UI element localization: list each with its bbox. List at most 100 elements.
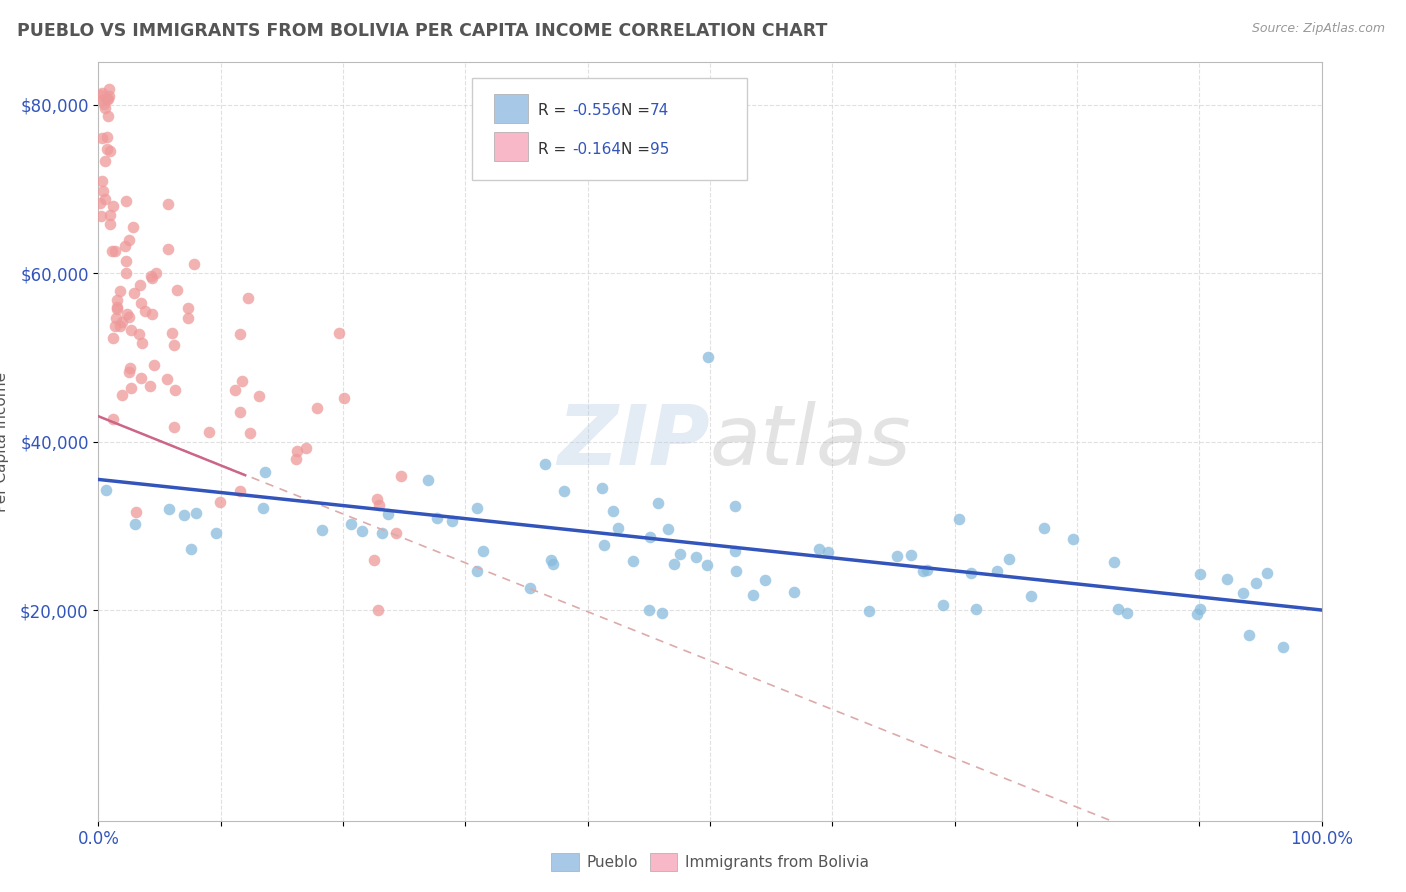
Point — [98, 144, 121, 158]
Point — [602, 504, 624, 518]
Point — [1102, 555, 1125, 569]
Point — [426, 511, 449, 525]
Point — [224, 383, 246, 397]
Text: 74: 74 — [650, 103, 669, 118]
Point — [89, 87, 111, 102]
Point — [307, 401, 329, 415]
Point — [651, 606, 673, 620]
Text: -0.164: -0.164 — [572, 142, 621, 157]
Point — [115, 307, 138, 321]
FancyBboxPatch shape — [471, 78, 747, 180]
Point — [131, 371, 153, 385]
Point — [807, 541, 830, 556]
Point — [98, 217, 121, 231]
Point — [101, 412, 124, 426]
Point — [540, 553, 562, 567]
Point — [110, 319, 132, 334]
Point — [128, 327, 150, 342]
Point — [366, 491, 388, 506]
Point — [105, 293, 128, 307]
Point — [1244, 575, 1267, 590]
Point — [90, 131, 112, 145]
Point — [858, 604, 880, 618]
Point — [553, 484, 575, 499]
Point — [1215, 573, 1237, 587]
Point — [173, 508, 195, 523]
Point — [817, 545, 839, 559]
Text: atlas: atlas — [710, 401, 911, 482]
Point — [253, 465, 276, 479]
Point — [142, 358, 165, 372]
Point — [1232, 586, 1254, 600]
Point — [90, 209, 112, 223]
Point — [165, 383, 187, 397]
Text: Source: ZipAtlas.com: Source: ZipAtlas.com — [1251, 22, 1385, 36]
Point — [668, 548, 690, 562]
Point — [340, 516, 363, 531]
Point — [593, 538, 616, 552]
Point — [685, 549, 707, 564]
Point — [228, 326, 250, 341]
Point — [1033, 521, 1056, 535]
Point — [621, 554, 644, 568]
Text: N =: N = — [620, 103, 655, 118]
Point — [89, 196, 111, 211]
Point — [94, 101, 117, 115]
Point — [657, 522, 679, 536]
Point — [1271, 640, 1294, 654]
Point — [90, 174, 112, 188]
Point — [696, 558, 718, 572]
Point — [1062, 533, 1084, 547]
Point — [129, 277, 152, 292]
Point — [97, 109, 120, 123]
Point — [97, 82, 120, 96]
Point — [145, 266, 167, 280]
Text: N =: N = — [620, 142, 655, 157]
Point — [367, 498, 389, 512]
Point — [377, 507, 399, 521]
Point — [97, 88, 120, 103]
Point — [141, 308, 163, 322]
Point — [115, 266, 138, 280]
Point — [239, 426, 262, 441]
Point — [236, 291, 259, 305]
Point — [986, 564, 1008, 578]
Point — [104, 244, 127, 258]
Point — [163, 419, 186, 434]
Point — [1256, 566, 1278, 580]
Point — [900, 548, 922, 562]
Point — [121, 219, 143, 234]
Point — [754, 573, 776, 587]
Text: R =: R = — [537, 142, 571, 157]
Point — [591, 481, 613, 495]
Point — [965, 602, 987, 616]
FancyBboxPatch shape — [494, 95, 527, 123]
Point — [120, 323, 142, 337]
Point — [108, 285, 131, 299]
Point — [783, 585, 806, 599]
Point — [111, 388, 134, 402]
Legend: Pueblo, Immigrants from Bolivia: Pueblo, Immigrants from Bolivia — [546, 847, 875, 878]
Point — [371, 525, 394, 540]
Text: PUEBLO VS IMMIGRANTS FROM BOLIVIA PER CAPITA INCOME CORRELATION CHART: PUEBLO VS IMMIGRANTS FROM BOLIVIA PER CA… — [17, 22, 827, 40]
Point — [697, 351, 720, 365]
Point — [363, 553, 385, 567]
Point — [723, 544, 745, 558]
Point — [118, 310, 141, 325]
Point — [120, 381, 142, 395]
Y-axis label: Per Capita Income: Per Capita Income — [0, 371, 8, 512]
Text: ZIP: ZIP — [557, 401, 710, 482]
Point — [101, 331, 124, 345]
Point — [607, 521, 630, 535]
Point — [960, 566, 983, 581]
Point — [231, 374, 253, 388]
Point — [647, 495, 669, 509]
Point — [97, 92, 120, 106]
Point — [139, 379, 162, 393]
Point — [118, 233, 141, 247]
Point — [155, 372, 177, 386]
Point — [101, 199, 124, 213]
Point — [350, 524, 373, 538]
Point — [96, 129, 118, 144]
Point — [115, 194, 138, 208]
